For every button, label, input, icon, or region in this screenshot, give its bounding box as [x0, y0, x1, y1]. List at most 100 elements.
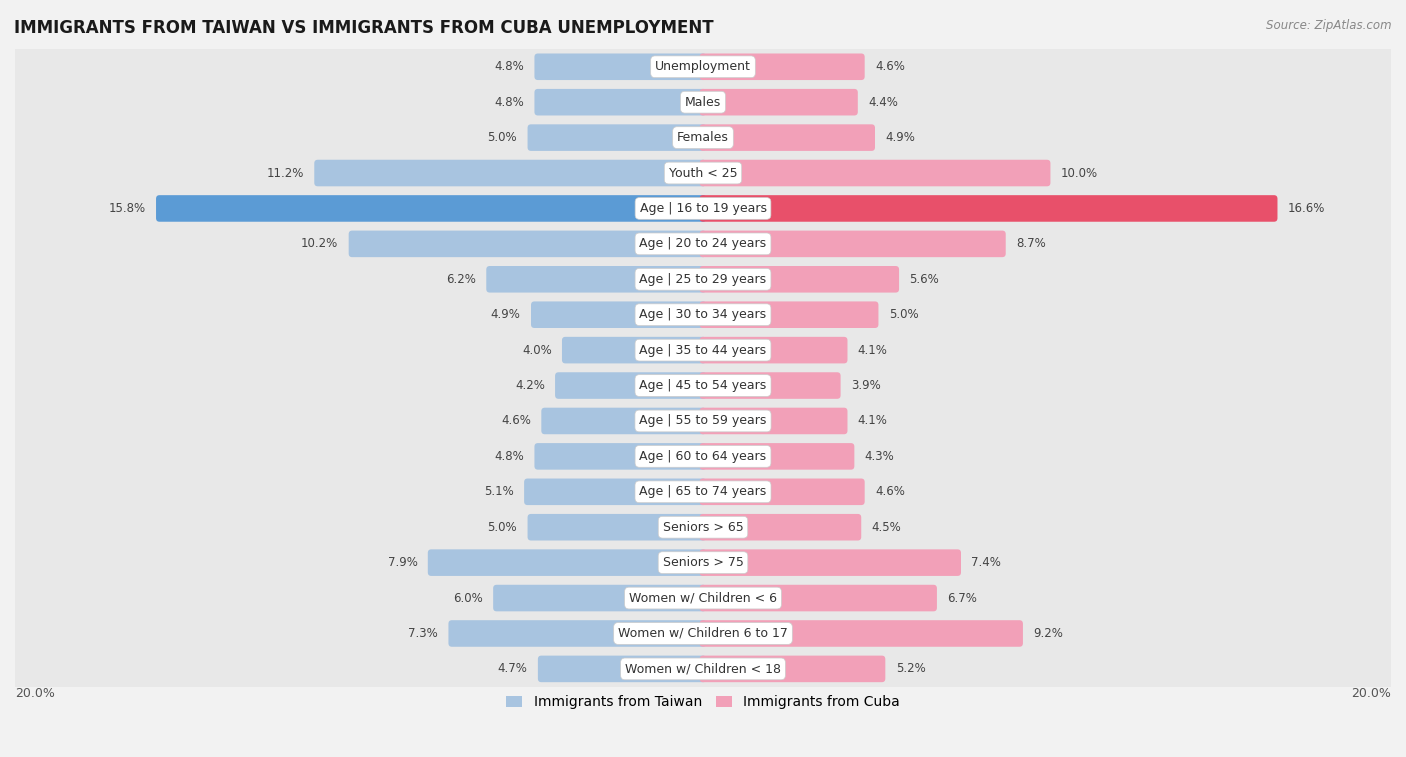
Text: Age | 20 to 24 years: Age | 20 to 24 years [640, 238, 766, 251]
Text: Age | 16 to 19 years: Age | 16 to 19 years [640, 202, 766, 215]
Text: Age | 60 to 64 years: Age | 60 to 64 years [640, 450, 766, 463]
Text: 4.7%: 4.7% [498, 662, 527, 675]
Text: 20.0%: 20.0% [1351, 687, 1391, 699]
Text: 4.5%: 4.5% [872, 521, 901, 534]
FancyBboxPatch shape [700, 337, 848, 363]
FancyBboxPatch shape [524, 478, 706, 505]
FancyBboxPatch shape [700, 550, 960, 576]
Text: 7.3%: 7.3% [408, 627, 439, 640]
Text: Women w/ Children < 18: Women w/ Children < 18 [626, 662, 780, 675]
Text: 5.0%: 5.0% [889, 308, 918, 321]
Text: 4.8%: 4.8% [495, 95, 524, 109]
Text: Age | 35 to 44 years: Age | 35 to 44 years [640, 344, 766, 357]
Text: Females: Females [678, 131, 728, 144]
Text: Age | 55 to 59 years: Age | 55 to 59 years [640, 415, 766, 428]
FancyBboxPatch shape [538, 656, 706, 682]
FancyBboxPatch shape [700, 584, 936, 612]
FancyBboxPatch shape [13, 400, 1393, 443]
FancyBboxPatch shape [13, 223, 1393, 266]
FancyBboxPatch shape [700, 372, 841, 399]
FancyBboxPatch shape [700, 195, 1278, 222]
Text: 3.9%: 3.9% [851, 379, 880, 392]
Text: Age | 30 to 34 years: Age | 30 to 34 years [640, 308, 766, 321]
Text: 4.1%: 4.1% [858, 344, 887, 357]
Text: Age | 65 to 74 years: Age | 65 to 74 years [640, 485, 766, 498]
Text: 4.1%: 4.1% [858, 415, 887, 428]
FancyBboxPatch shape [13, 257, 1393, 301]
FancyBboxPatch shape [700, 656, 886, 682]
Text: Women w/ Children < 6: Women w/ Children < 6 [628, 591, 778, 605]
FancyBboxPatch shape [349, 231, 706, 257]
FancyBboxPatch shape [700, 620, 1024, 646]
FancyBboxPatch shape [534, 54, 706, 80]
FancyBboxPatch shape [13, 329, 1393, 372]
Text: Source: ZipAtlas.com: Source: ZipAtlas.com [1267, 19, 1392, 32]
FancyBboxPatch shape [13, 506, 1393, 549]
FancyBboxPatch shape [13, 541, 1393, 584]
FancyBboxPatch shape [700, 124, 875, 151]
FancyBboxPatch shape [13, 364, 1393, 407]
FancyBboxPatch shape [534, 89, 706, 116]
FancyBboxPatch shape [13, 293, 1393, 336]
FancyBboxPatch shape [13, 470, 1393, 513]
FancyBboxPatch shape [13, 116, 1393, 159]
Text: 4.8%: 4.8% [495, 61, 524, 73]
FancyBboxPatch shape [486, 266, 706, 292]
FancyBboxPatch shape [700, 54, 865, 80]
Text: Youth < 25: Youth < 25 [669, 167, 737, 179]
Text: 4.9%: 4.9% [491, 308, 520, 321]
Text: 4.3%: 4.3% [865, 450, 894, 463]
FancyBboxPatch shape [527, 124, 706, 151]
FancyBboxPatch shape [700, 443, 855, 469]
FancyBboxPatch shape [531, 301, 706, 328]
Text: Seniors > 75: Seniors > 75 [662, 556, 744, 569]
Text: 5.2%: 5.2% [896, 662, 925, 675]
Text: 9.2%: 9.2% [1033, 627, 1063, 640]
FancyBboxPatch shape [700, 231, 1005, 257]
Text: 5.1%: 5.1% [484, 485, 513, 498]
FancyBboxPatch shape [315, 160, 706, 186]
Text: 6.2%: 6.2% [446, 273, 477, 286]
Text: 6.7%: 6.7% [948, 591, 977, 605]
Text: Women w/ Children 6 to 17: Women w/ Children 6 to 17 [619, 627, 787, 640]
FancyBboxPatch shape [541, 408, 706, 435]
Text: Age | 25 to 29 years: Age | 25 to 29 years [640, 273, 766, 286]
FancyBboxPatch shape [494, 584, 706, 612]
Text: 4.4%: 4.4% [868, 95, 898, 109]
FancyBboxPatch shape [700, 301, 879, 328]
Text: 7.4%: 7.4% [972, 556, 1001, 569]
FancyBboxPatch shape [13, 612, 1393, 655]
Text: 10.2%: 10.2% [301, 238, 339, 251]
Text: 4.0%: 4.0% [522, 344, 551, 357]
Text: 15.8%: 15.8% [108, 202, 146, 215]
FancyBboxPatch shape [13, 647, 1393, 690]
FancyBboxPatch shape [527, 514, 706, 540]
Text: 4.6%: 4.6% [501, 415, 531, 428]
Text: 11.2%: 11.2% [267, 167, 304, 179]
Text: 5.0%: 5.0% [488, 521, 517, 534]
Text: 6.0%: 6.0% [453, 591, 482, 605]
FancyBboxPatch shape [700, 266, 898, 292]
FancyBboxPatch shape [562, 337, 706, 363]
FancyBboxPatch shape [13, 45, 1393, 89]
FancyBboxPatch shape [449, 620, 706, 646]
FancyBboxPatch shape [13, 151, 1393, 195]
FancyBboxPatch shape [13, 576, 1393, 620]
Text: 10.0%: 10.0% [1060, 167, 1098, 179]
Text: 7.9%: 7.9% [388, 556, 418, 569]
Text: 4.8%: 4.8% [495, 450, 524, 463]
Text: Unemployment: Unemployment [655, 61, 751, 73]
FancyBboxPatch shape [700, 160, 1050, 186]
FancyBboxPatch shape [700, 514, 862, 540]
Text: IMMIGRANTS FROM TAIWAN VS IMMIGRANTS FROM CUBA UNEMPLOYMENT: IMMIGRANTS FROM TAIWAN VS IMMIGRANTS FRO… [14, 19, 714, 37]
Text: 4.6%: 4.6% [875, 61, 905, 73]
Text: 5.6%: 5.6% [910, 273, 939, 286]
FancyBboxPatch shape [427, 550, 706, 576]
FancyBboxPatch shape [700, 478, 865, 505]
Text: Seniors > 65: Seniors > 65 [662, 521, 744, 534]
Text: Males: Males [685, 95, 721, 109]
FancyBboxPatch shape [700, 408, 848, 435]
Text: 16.6%: 16.6% [1288, 202, 1326, 215]
Text: 8.7%: 8.7% [1017, 238, 1046, 251]
Text: 4.9%: 4.9% [886, 131, 915, 144]
